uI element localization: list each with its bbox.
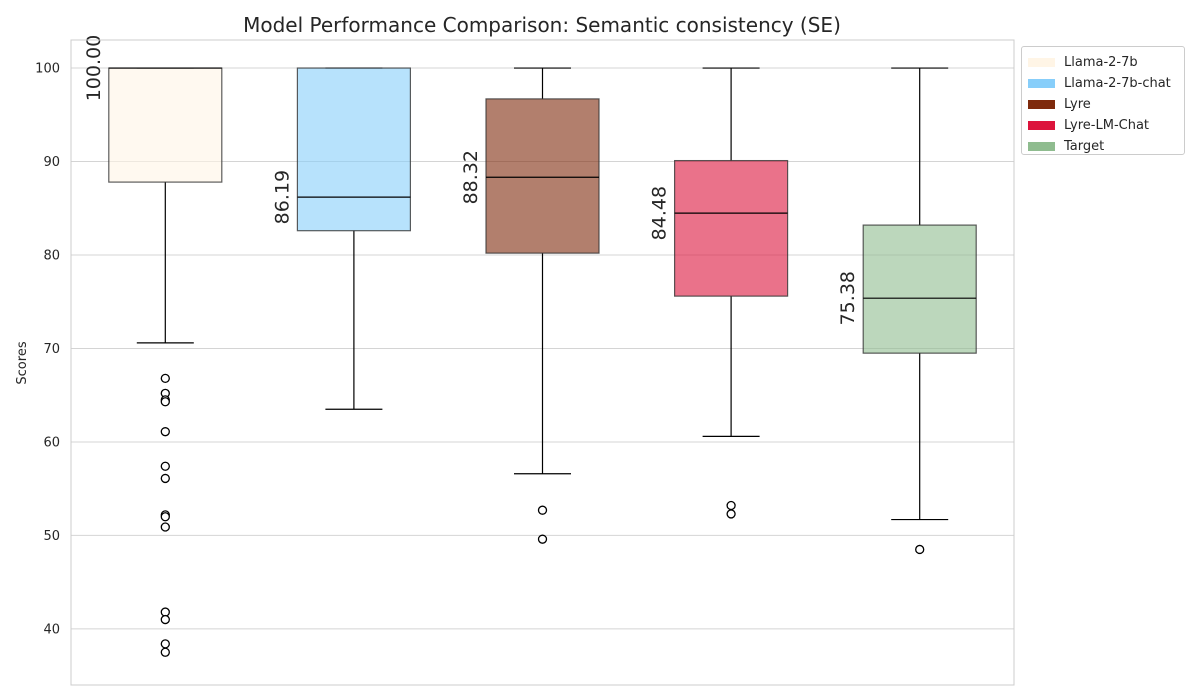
outlier-point — [726, 500, 736, 511]
y-axis-label: Scores — [15, 341, 30, 384]
legend: Llama-2-7b Llama-2-7b-chat Lyre Lyre-LM-… — [1021, 46, 1185, 155]
median-value-label: 100.00 — [83, 35, 105, 101]
outlier-point — [160, 397, 170, 407]
median-value-label: 86.19 — [271, 170, 293, 224]
outlier-point — [160, 427, 170, 437]
y-tick-label: 60 — [43, 435, 60, 450]
outlier-point — [160, 647, 170, 657]
outlier-point — [160, 522, 170, 532]
box-group: 84.48 — [649, 67, 789, 519]
outlier-point — [160, 461, 170, 471]
box-group: 100.00 — [83, 35, 223, 657]
box-body — [673, 159, 789, 297]
legend-item: Lyre — [1028, 94, 1178, 115]
box-plot-series: 100.00 86.19 88.32 84.48 75.38 — [83, 35, 977, 657]
median-value-label: 88.32 — [460, 150, 482, 204]
legend-swatch — [1028, 142, 1055, 151]
legend-item: Llama-2-7b — [1028, 52, 1178, 73]
legend-label: Llama-2-7b — [1064, 55, 1138, 70]
outlier-point — [915, 544, 925, 555]
median-value-label: 75.38 — [837, 271, 859, 325]
legend-label: Lyre-LM-Chat — [1064, 118, 1150, 133]
legend-swatch — [1028, 100, 1055, 109]
legend-item: Llama-2-7b-chat — [1028, 73, 1178, 94]
y-tick-label: 70 — [43, 342, 60, 357]
median-value-label: 84.48 — [649, 186, 671, 240]
box-body — [485, 98, 600, 254]
box-body — [108, 67, 223, 183]
plot-area-frame — [70, 39, 1015, 686]
outlier-point — [160, 373, 170, 384]
y-tick-label: 40 — [43, 622, 60, 637]
y-tick-label: 80 — [43, 249, 60, 264]
box-body — [862, 224, 977, 354]
legend-swatch — [1028, 58, 1055, 67]
legend-swatch — [1028, 79, 1055, 88]
y-axis-ticks: 40 50 60 70 80 90 100 — [35, 62, 60, 638]
chart-title: Model Performance Comparison: Semantic c… — [243, 13, 841, 37]
outlier-point — [537, 505, 548, 515]
outlier-point — [160, 512, 170, 522]
box-body — [296, 67, 411, 232]
outlier-point — [726, 509, 736, 519]
legend-item: Lyre-LM-Chat — [1028, 115, 1178, 136]
box-group: 75.38 — [837, 67, 977, 555]
outlier-point — [160, 607, 170, 617]
outlier-point — [160, 639, 170, 649]
y-tick-label: 100 — [35, 62, 60, 77]
box-group: 88.32 — [460, 67, 600, 544]
legend-label: Llama-2-7b-chat — [1064, 76, 1171, 91]
outlier-point — [160, 614, 170, 625]
legend-item: Target — [1028, 136, 1178, 157]
legend-label: Lyre — [1064, 97, 1091, 112]
legend-swatch — [1028, 121, 1055, 130]
y-tick-label: 90 — [43, 155, 60, 170]
outlier-point — [537, 534, 548, 544]
box-group: 86.19 — [271, 67, 411, 410]
y-tick-label: 50 — [43, 529, 60, 544]
legend-label: Target — [1064, 139, 1105, 154]
outlier-point — [160, 473, 170, 484]
